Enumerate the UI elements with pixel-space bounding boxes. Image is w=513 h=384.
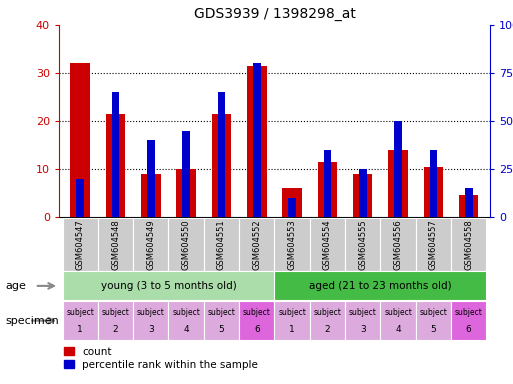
Bar <box>451 218 486 271</box>
Bar <box>424 167 443 217</box>
Bar <box>63 271 274 300</box>
Bar <box>247 66 267 217</box>
Text: 2: 2 <box>325 324 330 334</box>
Bar <box>70 63 90 217</box>
Bar <box>345 301 381 340</box>
Bar <box>63 301 98 340</box>
Bar <box>274 301 310 340</box>
Bar <box>381 218 416 271</box>
Text: GSM604554: GSM604554 <box>323 219 332 270</box>
Bar <box>459 195 479 217</box>
Text: GSM604558: GSM604558 <box>464 219 473 270</box>
Text: subject: subject <box>313 308 341 317</box>
Bar <box>112 92 120 217</box>
Text: 3: 3 <box>148 324 154 334</box>
Bar <box>381 301 416 340</box>
Text: 3: 3 <box>360 324 366 334</box>
Bar <box>204 301 239 340</box>
Text: 2: 2 <box>113 324 119 334</box>
Text: 1: 1 <box>77 324 83 334</box>
Bar <box>388 150 408 217</box>
Bar <box>76 179 84 217</box>
Text: 6: 6 <box>254 324 260 334</box>
Text: subject: subject <box>278 308 306 317</box>
Text: subject: subject <box>420 308 447 317</box>
Bar <box>182 131 190 217</box>
Bar <box>141 174 161 217</box>
Bar <box>288 198 296 217</box>
Text: GSM604548: GSM604548 <box>111 219 120 270</box>
Bar <box>218 92 225 217</box>
Text: 4: 4 <box>183 324 189 334</box>
Text: GSM604550: GSM604550 <box>182 219 191 270</box>
Bar <box>239 218 274 271</box>
Text: subject: subject <box>349 308 377 317</box>
Text: GSM604549: GSM604549 <box>146 219 155 270</box>
Text: 1: 1 <box>289 324 295 334</box>
Text: 5: 5 <box>430 324 436 334</box>
Bar <box>394 121 402 217</box>
Bar <box>451 301 486 340</box>
Text: 5: 5 <box>219 324 224 334</box>
Bar <box>310 301 345 340</box>
Bar <box>310 218 345 271</box>
Title: GDS3939 / 1398298_at: GDS3939 / 1398298_at <box>193 7 356 21</box>
Bar <box>239 301 274 340</box>
Text: specimen: specimen <box>5 316 59 326</box>
Bar <box>253 63 261 217</box>
Text: GSM604555: GSM604555 <box>358 219 367 270</box>
Text: GSM604556: GSM604556 <box>393 219 403 270</box>
Bar <box>416 301 451 340</box>
Bar <box>106 114 125 217</box>
Text: subject: subject <box>208 308 235 317</box>
Bar <box>359 169 367 217</box>
Bar <box>98 218 133 271</box>
Bar <box>176 169 196 217</box>
Text: 4: 4 <box>396 324 401 334</box>
Bar <box>324 150 331 217</box>
Text: subject: subject <box>102 308 129 317</box>
Text: subject: subject <box>172 308 200 317</box>
Bar <box>212 114 231 217</box>
Bar <box>204 218 239 271</box>
Bar <box>133 218 168 271</box>
Legend: count, percentile rank within the sample: count, percentile rank within the sample <box>64 347 258 369</box>
Bar <box>98 301 133 340</box>
Text: 6: 6 <box>466 324 471 334</box>
Text: subject: subject <box>243 308 271 317</box>
Bar <box>318 162 337 217</box>
Bar <box>147 140 155 217</box>
Text: GSM604557: GSM604557 <box>429 219 438 270</box>
Text: GSM604547: GSM604547 <box>76 219 85 270</box>
Text: GSM604551: GSM604551 <box>217 219 226 270</box>
Bar <box>416 218 451 271</box>
Bar <box>345 218 381 271</box>
Text: young (3 to 5 months old): young (3 to 5 months old) <box>101 281 236 291</box>
Text: subject: subject <box>384 308 412 317</box>
Bar <box>63 218 98 271</box>
Bar <box>353 174 372 217</box>
Bar <box>465 188 472 217</box>
Text: GSM604552: GSM604552 <box>252 219 261 270</box>
Bar <box>282 188 302 217</box>
Text: subject: subject <box>137 308 165 317</box>
Bar <box>429 150 437 217</box>
Text: age: age <box>5 281 26 291</box>
Text: subject: subject <box>455 308 483 317</box>
Bar <box>133 301 168 340</box>
Bar <box>168 218 204 271</box>
Bar <box>274 271 486 300</box>
Text: GSM604553: GSM604553 <box>288 219 297 270</box>
Bar <box>274 218 310 271</box>
Text: aged (21 to 23 months old): aged (21 to 23 months old) <box>309 281 452 291</box>
Text: subject: subject <box>66 308 94 317</box>
Bar <box>168 301 204 340</box>
